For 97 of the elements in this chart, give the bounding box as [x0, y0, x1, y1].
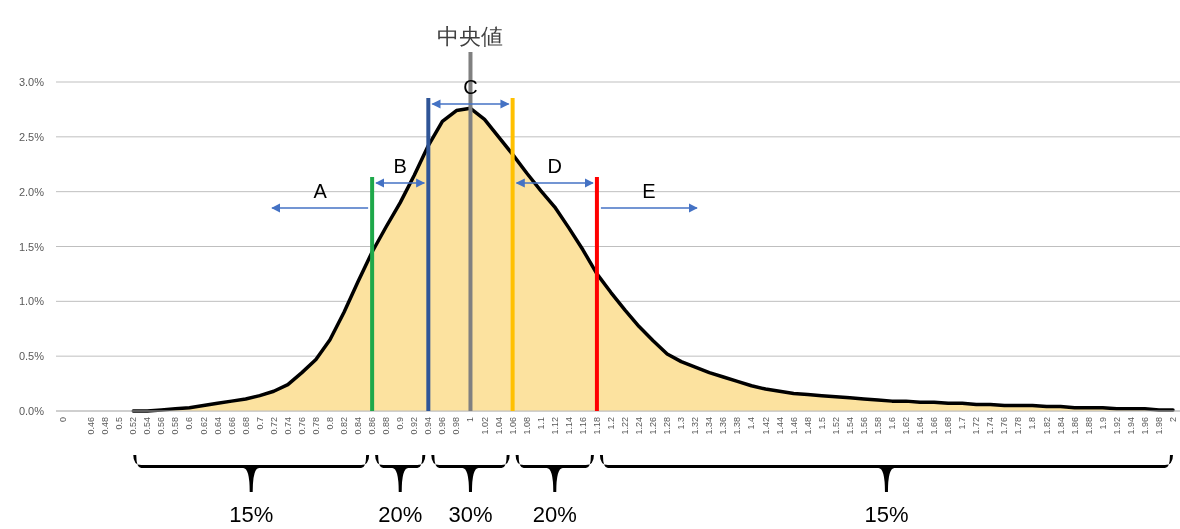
x-tick-label: 1 [465, 417, 476, 423]
x-tick-label: 0.92 [409, 417, 420, 435]
text: 30% [448, 502, 493, 527]
ref-line-label: 中央値 [437, 24, 504, 49]
x-tick-label: 1.58 [872, 417, 883, 435]
x-tick-label: 0.82 [339, 417, 350, 435]
x-tick-label: 0.86 [367, 417, 378, 435]
x-tick-label: 1.2 [605, 417, 616, 430]
x-tick-label: 1.54 [844, 417, 855, 435]
x-tick-label: 1.1 [535, 417, 546, 430]
x-tick-label: 0.66 [226, 417, 237, 435]
x-tick-label: 1.92 [1111, 417, 1122, 435]
x-tick-label: 1.68 [943, 417, 954, 435]
x-tick-label: 0.54 [142, 417, 153, 435]
x-tick-label: 0.58 [170, 417, 181, 435]
x-tick-label: 0.74 [282, 417, 293, 435]
x-tick-label: 1.46 [788, 417, 799, 435]
x-tick-label: 0.76 [296, 417, 307, 435]
x-tick-label: 1.76 [999, 417, 1010, 435]
y-tick-label: 0.5% [18, 350, 45, 363]
x-tick-label: 1.56 [858, 417, 869, 435]
x-tick-label: 1.74 [985, 417, 996, 435]
x-tick-label: 1.42 [760, 417, 771, 435]
x-tick-label: 1.04 [493, 417, 504, 435]
x-tick-label: 1.26 [648, 417, 659, 435]
y-tick-label: 1.0% [18, 295, 45, 308]
x-tick-label: 1.72 [971, 417, 982, 435]
x-tick-label: 0.7 [254, 417, 265, 430]
annotation: D [547, 155, 562, 177]
x-tick-label: 1.22 [620, 417, 631, 435]
x-tick-label: 0.72 [268, 417, 279, 435]
x-tick-label: 1.32 [690, 417, 701, 435]
x-tick-label: 0.5 [114, 417, 125, 430]
x-tick-label: 1.5 [816, 417, 827, 430]
x-tick-label: 0.78 [310, 417, 321, 435]
x-tick-label: 0.9 [395, 417, 406, 430]
x-tick-label: 1.16 [577, 417, 588, 435]
x-tick-label: 0.56 [156, 417, 167, 435]
x-tick-label: 0.46 [86, 417, 97, 435]
x-tick-label: 1.94 [1125, 417, 1136, 435]
y-tick-label: 3.0% [18, 76, 45, 88]
x-tick-label: 1.96 [1139, 417, 1150, 435]
x-tick-label: 1.4 [746, 417, 757, 430]
annotation: B [393, 155, 407, 177]
x-tick-label: 1.28 [662, 417, 673, 435]
x-tick-label: 0.48 [100, 417, 111, 435]
x-tick-label: 1.3 [676, 417, 687, 430]
x-tick-label: 1.84 [1055, 417, 1066, 435]
x-tick-label: 1.86 [1069, 417, 1080, 435]
x-tick-label: 1.36 [718, 417, 729, 435]
x-tick-label: 1.88 [1083, 417, 1094, 435]
x-tick-label: 1.64 [915, 417, 926, 435]
y-tick-label: 1.5% [18, 240, 45, 253]
x-tick-label: 1.98 [1153, 417, 1164, 435]
y-tick-label: 0.0% [18, 405, 45, 417]
x-tick-label: 1.12 [549, 417, 560, 435]
x-tick-label: 1.08 [521, 417, 532, 435]
x-tick-label: 0.64 [212, 417, 223, 435]
x-tick-label: 1.18 [591, 417, 602, 435]
x-tick-label: 1.34 [704, 417, 715, 435]
x-tick-label: 0.88 [381, 417, 392, 435]
x-tick-label: 1.52 [830, 417, 841, 435]
x-tick-label: 0.96 [437, 417, 448, 435]
x-tick-label: 1.02 [479, 417, 490, 435]
x-tick-label: 1.06 [507, 417, 518, 435]
annotation: A [313, 180, 328, 202]
x-tick-label: 1.62 [901, 417, 912, 435]
y-tick-label: 2.5% [18, 130, 45, 143]
annotation: E [642, 180, 656, 202]
y-tick-label: 2.0% [18, 185, 45, 198]
x-tick-label: 0 [58, 417, 69, 423]
x-tick-label: 1.14 [563, 417, 574, 435]
x-tick-label: 1.6 [886, 417, 897, 430]
x-tick-label: 0.62 [198, 417, 209, 435]
x-tick-label: 1.48 [802, 417, 813, 435]
x-tick-label: 1.7 [957, 417, 968, 430]
x-tick-label: 0.6 [184, 417, 195, 430]
text: 15% [229, 502, 274, 527]
annotation: C [463, 76, 478, 98]
x-tick-label: 1.66 [929, 417, 940, 435]
x-tick-label: 1.24 [634, 417, 645, 435]
x-tick-label: 1.9 [1097, 417, 1108, 430]
x-tick-label: 0.84 [353, 417, 364, 435]
x-tick-label: 0.98 [451, 417, 462, 435]
x-tick-label: 1.82 [1041, 417, 1052, 435]
text: 20% [378, 502, 423, 527]
x-tick-label: 1.8 [1027, 417, 1038, 430]
x-tick-label: 0.94 [423, 417, 434, 435]
text: 15% [864, 502, 909, 527]
x-tick-label: 0.52 [128, 417, 139, 435]
x-tick-label: 2 [1167, 417, 1178, 423]
x-tick-label: 0.68 [240, 417, 251, 435]
x-tick-label: 1.44 [774, 417, 785, 435]
x-tick-label: 1.38 [732, 417, 743, 435]
x-tick-label: 1.78 [1013, 417, 1024, 435]
x-tick-label: 0.8 [324, 417, 335, 430]
text: 20% [532, 502, 577, 527]
